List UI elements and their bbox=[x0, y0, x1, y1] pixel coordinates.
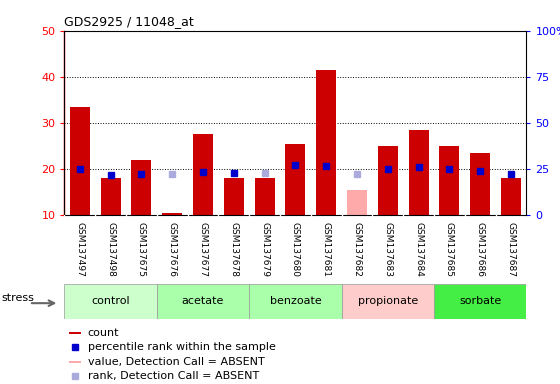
Text: GSM137683: GSM137683 bbox=[383, 222, 393, 277]
Text: propionate: propionate bbox=[358, 296, 418, 306]
Bar bbox=[69, 332, 81, 334]
Bar bbox=[69, 361, 81, 363]
Text: GSM137685: GSM137685 bbox=[445, 222, 454, 277]
Bar bbox=[501, 178, 521, 215]
Text: GSM137684: GSM137684 bbox=[414, 222, 423, 277]
Bar bbox=[70, 107, 90, 215]
Text: stress: stress bbox=[1, 293, 34, 303]
Text: benzoate: benzoate bbox=[269, 296, 321, 306]
Bar bbox=[132, 160, 151, 215]
Text: GSM137682: GSM137682 bbox=[352, 222, 362, 277]
Text: GSM137677: GSM137677 bbox=[198, 222, 208, 277]
Text: GDS2925 / 11048_at: GDS2925 / 11048_at bbox=[64, 15, 194, 28]
Text: GSM137680: GSM137680 bbox=[291, 222, 300, 277]
Bar bbox=[409, 130, 428, 215]
Text: control: control bbox=[91, 296, 130, 306]
Bar bbox=[249, 284, 342, 319]
Bar bbox=[286, 144, 305, 215]
Bar bbox=[64, 284, 157, 319]
Bar bbox=[434, 284, 526, 319]
Bar bbox=[316, 70, 336, 215]
Text: GSM137498: GSM137498 bbox=[106, 222, 115, 277]
Text: GSM137676: GSM137676 bbox=[167, 222, 177, 277]
Bar bbox=[162, 213, 182, 215]
Bar bbox=[440, 146, 459, 215]
Text: GSM137687: GSM137687 bbox=[506, 222, 516, 277]
Bar bbox=[157, 284, 249, 319]
Text: GSM137678: GSM137678 bbox=[229, 222, 239, 277]
Text: count: count bbox=[87, 328, 119, 338]
Bar bbox=[470, 153, 490, 215]
Text: GSM137686: GSM137686 bbox=[475, 222, 485, 277]
Bar bbox=[101, 178, 120, 215]
Bar bbox=[224, 178, 244, 215]
Bar bbox=[378, 146, 398, 215]
Text: rank, Detection Call = ABSENT: rank, Detection Call = ABSENT bbox=[87, 371, 259, 381]
Text: GSM137681: GSM137681 bbox=[321, 222, 331, 277]
Bar bbox=[342, 284, 434, 319]
Text: GSM137497: GSM137497 bbox=[75, 222, 85, 277]
Text: GSM137675: GSM137675 bbox=[137, 222, 146, 277]
Text: sorbate: sorbate bbox=[459, 296, 501, 306]
Bar bbox=[255, 178, 274, 215]
Text: percentile rank within the sample: percentile rank within the sample bbox=[87, 342, 276, 353]
Text: GSM137679: GSM137679 bbox=[260, 222, 269, 277]
Bar bbox=[193, 134, 213, 215]
Text: acetate: acetate bbox=[182, 296, 224, 306]
Bar bbox=[347, 190, 367, 215]
Text: value, Detection Call = ABSENT: value, Detection Call = ABSENT bbox=[87, 357, 264, 367]
